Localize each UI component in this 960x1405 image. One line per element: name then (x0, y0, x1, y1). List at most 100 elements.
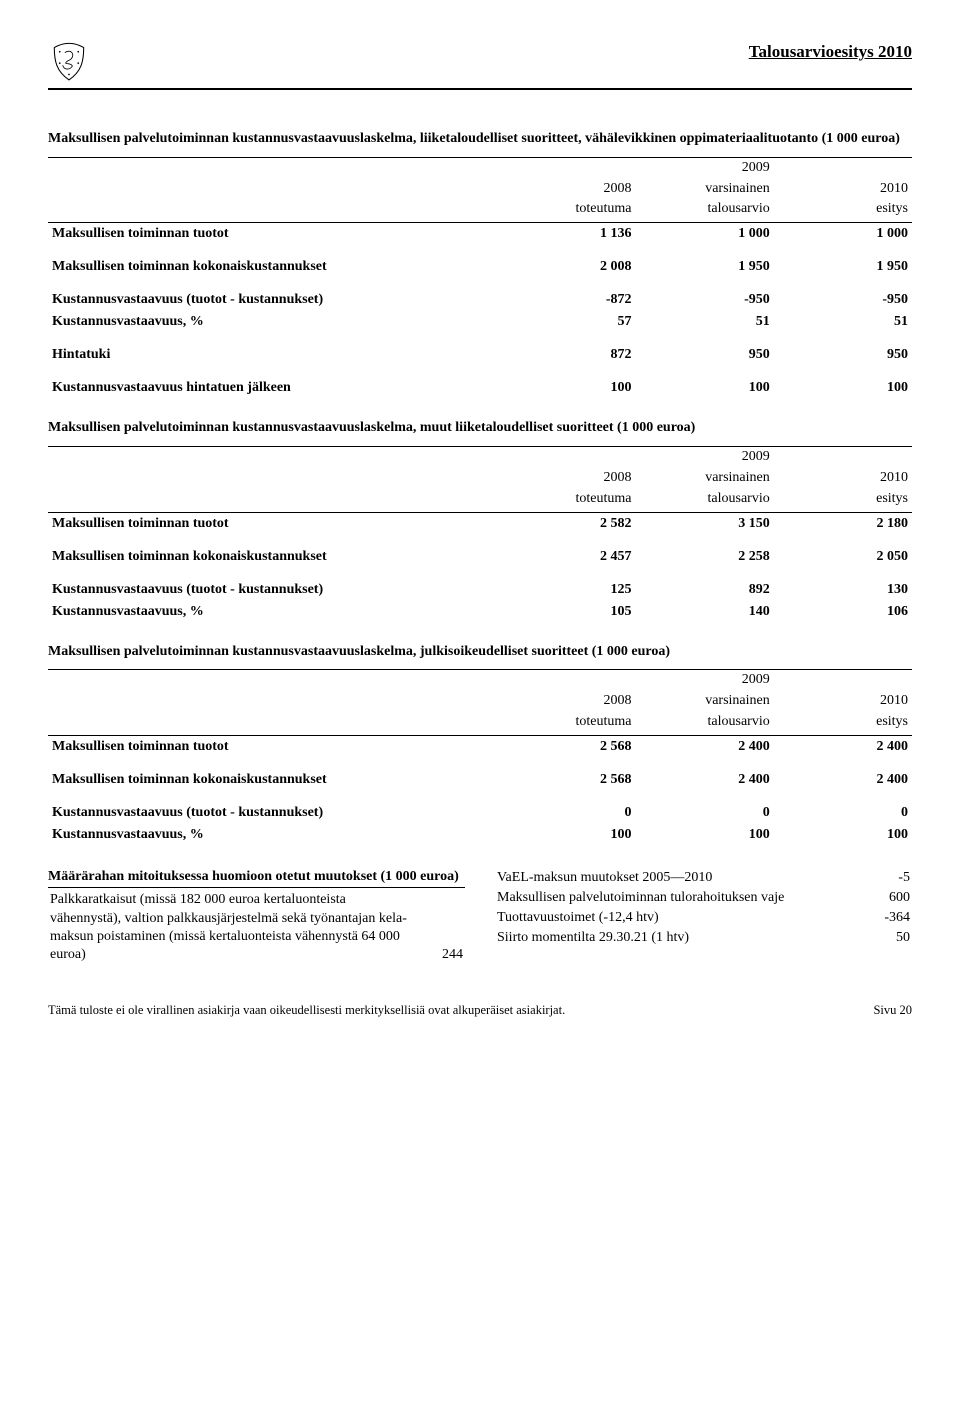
row-value: 872 (497, 333, 635, 366)
table1: 2009 2008 varsinainen 2010 toteutuma tal… (48, 157, 912, 399)
row-label: Tuottavuustoimet (-12,4 htv) (495, 908, 858, 928)
row-value: 130 (774, 568, 912, 601)
table-row: Kustannusvastaavuus, %105140106 (48, 601, 912, 623)
row-value: 0 (636, 791, 774, 824)
row-label: Maksullisen palvelutoiminnan tulorahoitu… (495, 888, 858, 908)
row-value: 1 000 (774, 223, 912, 246)
allocation-right-table: VaEL-maksun muutokset 2005—2010-5Maksull… (495, 868, 912, 949)
row-label: Siirto momentilta 29.30.21 (1 htv) (495, 928, 858, 948)
allocation-left-table: Palkkaratkaisut (missä 182 000 euroa ker… (48, 887, 465, 965)
table1-body: Maksullisen toiminnan tuotot1 1361 0001 … (48, 223, 912, 400)
row-label: Maksullisen toiminnan kokonaiskustannuks… (48, 758, 497, 791)
right-rows: VaEL-maksun muutokset 2005—2010-5Maksull… (495, 868, 912, 949)
row-label: Kustannusvastaavuus (tuotot - kustannuks… (48, 791, 497, 824)
table3: 2009 2008 varsinainen 2010 toteutuma tal… (48, 669, 912, 845)
row-label: VaEL-maksun muutokset 2005—2010 (495, 868, 858, 888)
coat-of-arms-icon (48, 40, 90, 82)
table-row: Maksullisen toiminnan kokonaiskustannuks… (48, 245, 912, 278)
row-value: 2 258 (636, 535, 774, 568)
table-row: Maksullisen toiminnan tuotot2 5823 1502 … (48, 512, 912, 535)
table-row: Kustannusvastaavuus, %100100100 (48, 824, 912, 846)
alloc-row-label: Palkkaratkaisut (missä 182 000 euroa ker… (48, 888, 411, 965)
row-value: 106 (774, 601, 912, 623)
row-label: Kustannusvastaavuus, % (48, 311, 497, 333)
col-2009: 2009 (636, 157, 774, 178)
row-value: 950 (774, 333, 912, 366)
allocation-title: Määrärahan mitoituksessa huomioon otetut… (48, 868, 465, 886)
row-value: 51 (774, 311, 912, 333)
table-row: Maksullisen toiminnan tuotot2 5682 4002 … (48, 735, 912, 758)
table-row: Kustannusvastaavuus (tuotot - kustannuks… (48, 791, 912, 824)
row-value: 100 (636, 824, 774, 846)
bottom-right: VaEL-maksun muutokset 2005—2010-5Maksull… (495, 868, 912, 965)
row-label: Kustannusvastaavuus (tuotot - kustannuks… (48, 568, 497, 601)
row-value: -872 (497, 278, 635, 311)
row-value: 100 (774, 824, 912, 846)
row-value: 57 (497, 311, 635, 333)
table1-title: Maksullisen palvelutoiminnan kustannusva… (48, 130, 912, 149)
row-label: Kustannusvastaavuus hintatuen jälkeen (48, 366, 497, 399)
page-header: Talousarvioesitys 2010 (48, 40, 912, 90)
row-value: 100 (636, 366, 774, 399)
table-row: Kustannusvastaavuus (tuotot - kustannuks… (48, 568, 912, 601)
row-value: 2 180 (774, 512, 912, 535)
row-label: Kustannusvastaavuus, % (48, 601, 497, 623)
row-value: -5 (858, 868, 912, 888)
table-row: Kustannusvastaavuus, %575151 (48, 311, 912, 333)
row-value: 892 (636, 568, 774, 601)
row-value: 2 400 (774, 735, 912, 758)
table2-title: Maksullisen palvelutoiminnan kustannusva… (48, 419, 912, 438)
row-label: Kustannusvastaavuus (tuotot - kustannuks… (48, 278, 497, 311)
row-value: 2 050 (774, 535, 912, 568)
row-value: 1 950 (774, 245, 912, 278)
col-talousarvio: talousarvio (636, 199, 774, 222)
table-row: Maksullisen toiminnan tuotot1 1361 0001 … (48, 223, 912, 246)
row-value: 50 (858, 928, 912, 948)
table3-body: Maksullisen toiminnan tuotot2 5682 4002 … (48, 735, 912, 846)
row-value: -364 (858, 908, 912, 928)
row-label: Maksullisen toiminnan tuotot (48, 512, 497, 535)
table3-title: Maksullisen palvelutoiminnan kustannusva… (48, 643, 912, 662)
table2: 2009 2008 varsinainen 2010 toteutuma tal… (48, 446, 912, 622)
row-label: Maksullisen toiminnan tuotot (48, 223, 497, 246)
table-row: Maksullisen toiminnan kokonaiskustannuks… (48, 535, 912, 568)
bottom-columns: Määrärahan mitoituksessa huomioon otetut… (48, 868, 912, 965)
table-row: Kustannusvastaavuus (tuotot - kustannuks… (48, 278, 912, 311)
table2-body: Maksullisen toiminnan tuotot2 5823 1502 … (48, 512, 912, 623)
row-value: 3 150 (636, 512, 774, 535)
table-row: Maksullisen toiminnan kokonaiskustannuks… (48, 758, 912, 791)
row-label: Hintatuki (48, 333, 497, 366)
row-value: -950 (636, 278, 774, 311)
list-item: Siirto momentilta 29.30.21 (1 htv)50 (495, 928, 912, 948)
row-label: Maksullisen toiminnan tuotot (48, 735, 497, 758)
col-esitys: esitys (774, 199, 912, 222)
col-varsinainen: varsinainen (636, 179, 774, 200)
row-value: 2 400 (636, 735, 774, 758)
col-toteutuma: toteutuma (497, 199, 635, 222)
list-item: Maksullisen palvelutoiminnan tulorahoitu… (495, 888, 912, 908)
row-value: 2 582 (497, 512, 635, 535)
row-value: 0 (497, 791, 635, 824)
document-title: Talousarvioesitys 2010 (749, 40, 912, 62)
row-label: Maksullisen toiminnan kokonaiskustannuks… (48, 535, 497, 568)
col-2010: 2010 (774, 179, 912, 200)
table-row: Kustannusvastaavuus hintatuen jälkeen100… (48, 366, 912, 399)
row-value: 600 (858, 888, 912, 908)
row-value: 100 (497, 824, 635, 846)
row-value: 0 (774, 791, 912, 824)
list-item: VaEL-maksun muutokset 2005—2010-5 (495, 868, 912, 888)
row-value: 140 (636, 601, 774, 623)
row-label: Kustannusvastaavuus, % (48, 824, 497, 846)
row-value: 950 (636, 333, 774, 366)
row-value: 100 (497, 366, 635, 399)
table-row: Hintatuki872950950 (48, 333, 912, 366)
footer-disclaimer: Tämä tuloste ei ole virallinen asiakirja… (48, 1003, 565, 1018)
row-value: 1 000 (636, 223, 774, 246)
row-value: 2 568 (497, 735, 635, 758)
row-value: 2 008 (497, 245, 635, 278)
row-value: 2 457 (497, 535, 635, 568)
row-value: -950 (774, 278, 912, 311)
row-label: Maksullisen toiminnan kokonaiskustannuks… (48, 245, 497, 278)
page-footer: Tämä tuloste ei ole virallinen asiakirja… (48, 1003, 912, 1018)
row-value: 1 950 (636, 245, 774, 278)
